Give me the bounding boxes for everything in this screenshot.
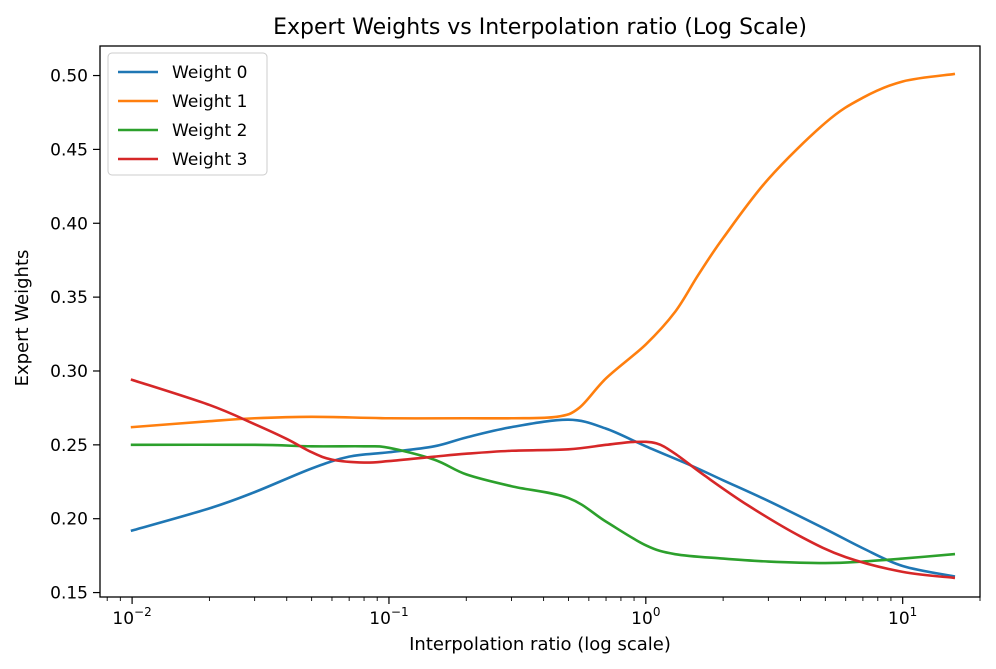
y-tick-label: 0.20 bbox=[50, 510, 88, 530]
y-tick-label: 0.40 bbox=[50, 214, 88, 234]
legend-items: Weight 0 Weight 1 Weight 2 Weight 3 bbox=[118, 63, 247, 170]
legend-label: Weight 0 bbox=[172, 63, 247, 83]
legend: Weight 0 Weight 1 Weight 2 Weight 3 bbox=[107, 52, 268, 176]
y-tick-label: 0.45 bbox=[50, 140, 88, 160]
legend-label: Weight 2 bbox=[172, 121, 247, 141]
y-axis-ticks: 0.15 0.20 0.25 0.30 0.35 0.40 0.45 0.50 bbox=[50, 67, 100, 604]
series-line-weight-0 bbox=[130, 418, 956, 578]
series-line-weight-1 bbox=[130, 72, 956, 429]
x-tick-label: 10−1 bbox=[369, 605, 408, 629]
chart-title: Expert Weights vs Interpolation ratio (L… bbox=[273, 15, 807, 40]
y-tick-label: 0.15 bbox=[50, 584, 88, 604]
axes-frame bbox=[99, 45, 981, 598]
x-tick-label: 100 bbox=[631, 605, 660, 629]
x-tick-label: 10−2 bbox=[112, 605, 151, 629]
series-line-weight-2 bbox=[130, 443, 956, 565]
y-axis-label: Expert Weights bbox=[12, 250, 33, 387]
y-tick-label: 0.35 bbox=[50, 288, 88, 308]
legend-frame bbox=[107, 52, 268, 176]
y-tick-label: 0.25 bbox=[50, 436, 88, 456]
x-tick-label: 101 bbox=[888, 605, 917, 629]
y-tick-label: 0.30 bbox=[50, 362, 88, 382]
series-line-weight-3 bbox=[130, 378, 956, 580]
legend-label: Weight 3 bbox=[172, 150, 247, 170]
y-tick-label: 0.50 bbox=[50, 67, 88, 87]
legend-label: Weight 1 bbox=[172, 92, 247, 112]
x-axis-label: Interpolation ratio (log scale) bbox=[409, 634, 671, 655]
plot-area: 0.150.200.250.300.350.400.450.50 10−2 10−… bbox=[50, 45, 981, 629]
series-lines bbox=[130, 72, 956, 580]
x-axis-ticks: 10−2 10−1 100 101 bbox=[106, 597, 981, 629]
